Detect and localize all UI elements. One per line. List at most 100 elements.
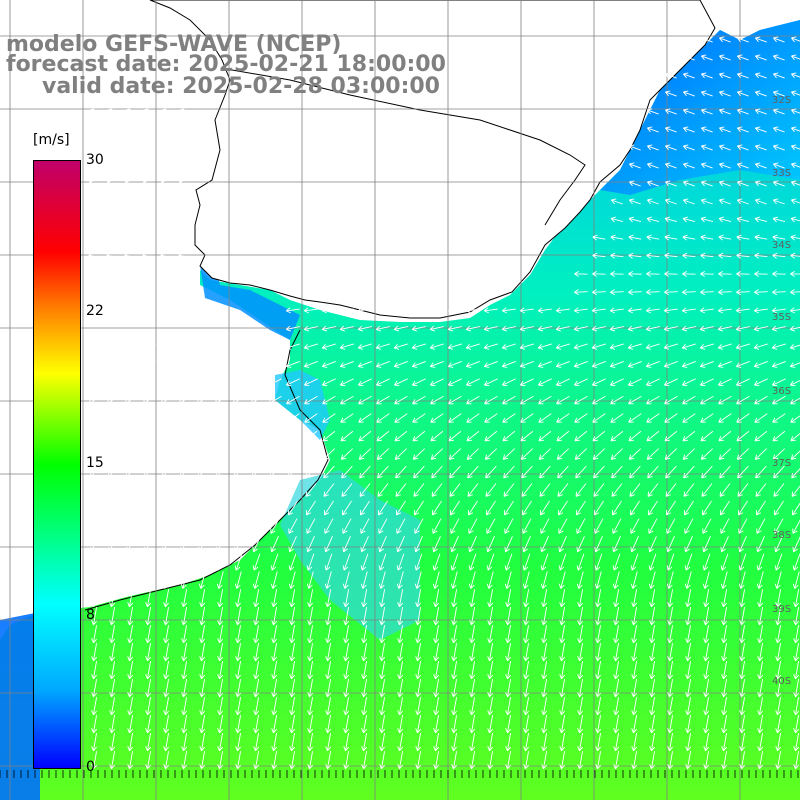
wind-arrow [610, 198, 623, 205]
wind-arrow [717, 325, 732, 332]
wind-arrow [105, 343, 120, 350]
wind-arrow [447, 378, 462, 387]
wind-arrow [790, 198, 800, 205]
wind-arrow [555, 343, 570, 350]
wind-arrow [793, 715, 800, 734]
wind-arrow [789, 362, 800, 368]
wind-arrow [125, 90, 137, 97]
wind-arrow [559, 679, 566, 698]
wind-arrow [234, 571, 242, 589]
wind-arrow [451, 751, 458, 770]
wind-arrow [379, 715, 386, 734]
wind-arrow [143, 108, 155, 115]
wind-arrow [612, 500, 622, 516]
wind-arrow [558, 535, 567, 553]
wind-arrow [303, 307, 318, 314]
wind-arrow [393, 307, 408, 314]
wind-arrow [574, 395, 588, 405]
wind-arrow [771, 378, 786, 387]
wind-arrow [755, 90, 767, 97]
wind-arrow [271, 643, 278, 662]
wind-arrow [181, 751, 188, 770]
wind-arrow [107, 144, 119, 151]
wind-arrow [647, 483, 659, 497]
wind-arrow [505, 589, 512, 608]
wind-arrow [253, 679, 260, 698]
wind-arrow [573, 325, 588, 332]
wind-arrow [217, 751, 224, 770]
wind-arrow [343, 607, 350, 626]
wind-arrow [736, 270, 750, 277]
wind-arrow [683, 180, 695, 187]
wind-arrow [664, 289, 678, 296]
wind-arrow [665, 144, 677, 151]
wind-arrow [559, 751, 566, 770]
wind-arrow [647, 180, 659, 187]
wind-arrow [754, 289, 768, 296]
wind-arrow [429, 325, 444, 332]
wind-arrow [755, 162, 767, 169]
wind-arrow [541, 733, 548, 752]
lat-label-35s: 35S [772, 312, 792, 323]
wind-arrow [540, 535, 549, 553]
wind-arrow [108, 535, 117, 553]
wind-arrow [505, 625, 512, 644]
wind-arrow [253, 625, 260, 644]
wind-arrow [793, 751, 800, 770]
wind-arrow [700, 413, 714, 423]
wind-arrow [757, 697, 764, 716]
wind-arrow [793, 643, 800, 662]
wind-arrow [664, 413, 678, 423]
wind-arrow [127, 607, 134, 626]
wind-arrow [232, 448, 246, 460]
wind-arrow [523, 697, 530, 716]
wind-arrow [504, 571, 512, 589]
wind-arrow [611, 483, 623, 497]
wind-arrow [375, 360, 390, 368]
wind-arrow [502, 395, 516, 405]
wind-arrow [341, 483, 353, 497]
wind-arrow [502, 448, 516, 460]
wind-arrow [613, 661, 620, 680]
wind-arrow [325, 733, 332, 752]
wind-arrow [486, 553, 495, 571]
wind-arrow [574, 289, 588, 296]
wind-arrow [181, 715, 188, 734]
wind-arrow [613, 733, 620, 752]
wind-arrow [737, 180, 749, 187]
wind-arrow [577, 751, 584, 770]
wind-arrow [468, 535, 477, 553]
wind-arrow [235, 607, 242, 626]
wind-arrow [556, 413, 570, 423]
wind-arrow [89, 108, 101, 115]
wind-arrow [325, 697, 332, 716]
wind-arrow [214, 395, 228, 405]
wind-arrow [755, 126, 767, 133]
wind-arrow [269, 465, 281, 479]
wind-arrow [628, 448, 642, 460]
wind-arrow [720, 500, 730, 516]
wind-arrow [144, 518, 154, 534]
wind-arrow [163, 733, 170, 752]
wind-arrow [773, 36, 785, 43]
wind-arrow [411, 325, 426, 332]
wind-arrow [179, 108, 191, 115]
wind-arrow [324, 571, 332, 589]
wind-arrow [720, 535, 729, 553]
wind-arrow [685, 679, 692, 698]
wind-arrow [451, 661, 458, 680]
wind-arrow [127, 661, 134, 680]
wind-arrow [286, 413, 300, 423]
wind-arrow [178, 430, 192, 442]
wind-arrow [683, 36, 695, 43]
wind-arrow [123, 343, 138, 350]
wind-arrow [645, 307, 660, 314]
wind-arrow [285, 378, 300, 387]
wind-arrow [289, 607, 296, 626]
wind-arrow [181, 589, 188, 608]
lat-label-33s: 33S [772, 168, 792, 179]
wind-arrow [537, 378, 552, 387]
wind-arrow [430, 395, 444, 405]
wind-arrow [124, 270, 138, 277]
wind-arrow [683, 144, 695, 151]
